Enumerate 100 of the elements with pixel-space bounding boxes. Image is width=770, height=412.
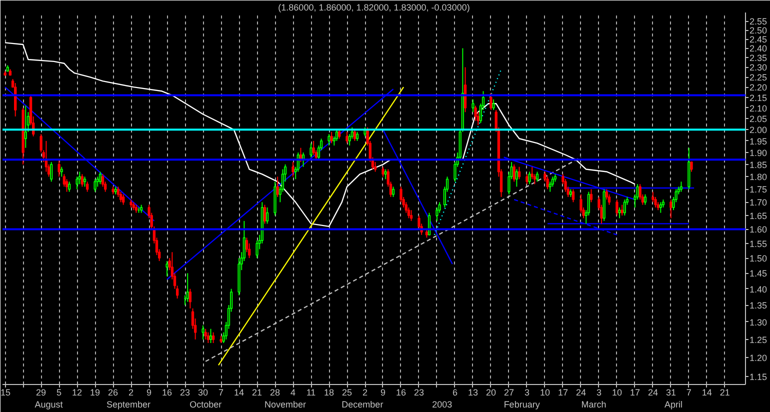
x-tick-label: 4 (290, 388, 296, 398)
y-tick-label: 1.60 (750, 224, 768, 235)
candlestick (266, 206, 269, 224)
y-tick-label: 1.95 (750, 136, 768, 146)
candlestick (526, 174, 528, 185)
chart-title: (1.86000, 1.86000, 1.82000, 1.83000, -0.03000) (278, 2, 470, 12)
y-tick-label: 2.35 (750, 53, 768, 64)
x-tick-label: 28 (270, 388, 280, 398)
x-tick-label: 7 (686, 388, 692, 398)
candlestick (472, 98, 474, 113)
candlestick (68, 181, 71, 192)
y-tick-label: 2.25 (750, 72, 768, 83)
candlestick (310, 142, 312, 158)
x-tick-label: 16 (396, 388, 406, 398)
candlestick (328, 134, 330, 146)
y-tick-label: 2.05 (750, 114, 768, 124)
y-tick-label: 2.00 (750, 125, 768, 136)
candlestick (410, 210, 413, 222)
candlestick (58, 159, 60, 178)
x-tick-label: 5 (56, 388, 62, 398)
candlestick (659, 202, 662, 214)
x-tick-label: 27 (504, 388, 514, 398)
x-tick-label: 17 (630, 388, 640, 398)
x-tick-label: 14 (702, 388, 712, 398)
x-tick-label: 29 (36, 388, 46, 398)
y-tick-label: 1.90 (750, 148, 768, 158)
y-tick-label: 2.15 (750, 92, 768, 103)
text: February (504, 400, 540, 410)
candlestick (618, 206, 621, 219)
y-tick-label: 1.55 (750, 238, 768, 249)
candlestick (292, 162, 294, 178)
y-tick-label: 2.40 (750, 44, 768, 54)
candlestick (78, 171, 81, 185)
text: 2003 (432, 400, 452, 410)
y-tick-label: 1.40 (750, 284, 768, 294)
x-tick-label: 20 (486, 388, 496, 398)
text: March (581, 400, 606, 410)
text: August (34, 400, 64, 410)
y-tick-label: 2.50 (750, 26, 768, 36)
candlestick (620, 204, 624, 216)
candlestick (338, 129, 341, 140)
candlestick (392, 186, 395, 198)
candlestick (492, 98, 495, 110)
x-tick-label: 15 (0, 388, 11, 398)
candlestick (98, 171, 102, 185)
candlestick (94, 178, 96, 192)
x-tick-label: 11 (306, 388, 316, 398)
candlestick (590, 188, 593, 203)
x-tick-label: 3 (596, 388, 602, 398)
x-tick-label: 21 (720, 388, 730, 398)
candlestick (263, 204, 266, 224)
x-tick-label: 13 (468, 388, 478, 398)
candlestick (536, 171, 539, 182)
x-tick-label: 10 (540, 388, 550, 398)
candlestick (616, 199, 618, 216)
candlestick (572, 188, 575, 203)
text: April (664, 400, 683, 410)
candlestick (528, 171, 531, 185)
text: October (190, 400, 222, 410)
x-tick-label: 31 (666, 388, 676, 398)
y-tick-label: 1.15 (750, 372, 768, 382)
x-tick-label: 25 (342, 388, 352, 398)
x-tick-label: 24 (576, 388, 586, 398)
candlestick (24, 105, 27, 148)
y-tick-label: 1.35 (750, 300, 768, 311)
candlestick (474, 105, 477, 122)
x-tick-label: 6 (452, 388, 458, 398)
x-tick-label: 2 (362, 388, 368, 398)
candlestick (204, 328, 207, 340)
y-tick-label: 1.25 (750, 334, 768, 345)
candlestick (353, 129, 356, 142)
x-tick-label: 12 (72, 388, 82, 398)
x-tick-label: 14 (234, 388, 244, 398)
candlestick (680, 181, 683, 192)
y-tick-label: 1.30 (750, 317, 768, 328)
text: November (264, 400, 306, 410)
y-tick-label: 1.70 (750, 198, 768, 208)
x-tick-label: 30 (198, 388, 208, 398)
x-tick-label: 7 (218, 388, 224, 398)
candlestick (690, 162, 693, 172)
y-tick-label: 1.75 (750, 184, 768, 195)
candlestick (166, 260, 168, 277)
candlestick (654, 196, 657, 208)
candlestick (512, 164, 516, 182)
candlestick (670, 199, 672, 219)
x-tick-label: 23 (414, 388, 424, 398)
candlestick (382, 166, 384, 178)
candlestick (335, 129, 338, 142)
x-tick-label: 19 (90, 388, 100, 398)
candlestick (312, 140, 315, 156)
x-tick-label: 3 (524, 388, 530, 398)
x-tick-label: 9 (146, 388, 152, 398)
text: December (342, 400, 384, 410)
candlestick (644, 194, 647, 206)
candlestick (356, 131, 359, 142)
y-tick-label: 1.20 (750, 353, 768, 364)
candlestick (86, 181, 89, 192)
y-tick-label: 2.30 (750, 62, 768, 73)
candlestick (623, 199, 626, 216)
candlestick (515, 168, 518, 188)
